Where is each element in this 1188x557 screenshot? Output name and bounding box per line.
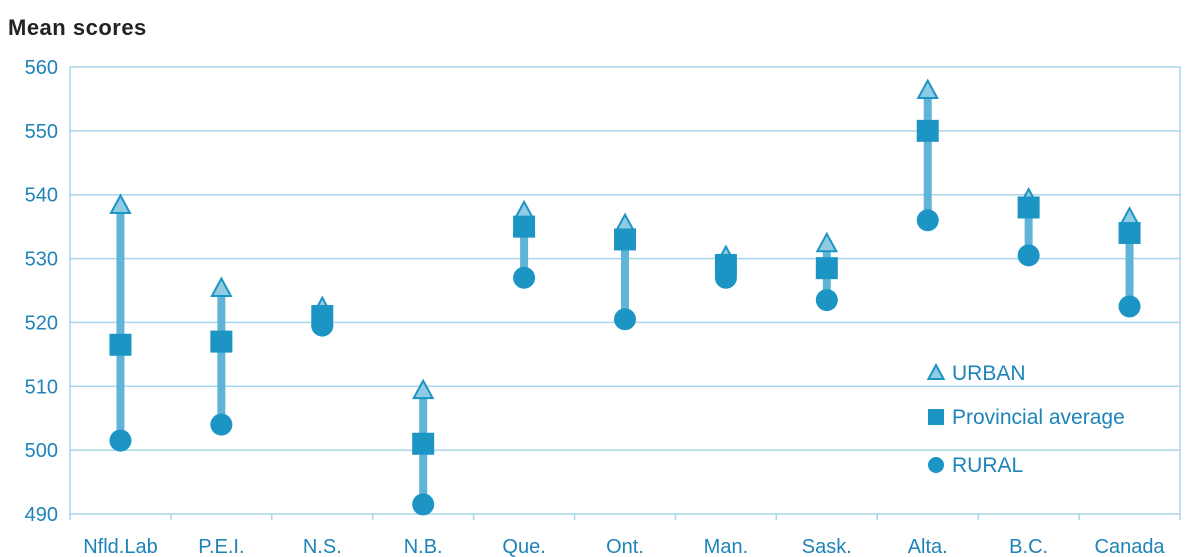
legend-average-marker <box>928 409 944 425</box>
range-bars <box>116 92 1134 505</box>
y-tick-labels: 490 500 510 520 530 540 550 560 <box>25 57 58 526</box>
rural-point <box>210 413 233 436</box>
average-point <box>1118 222 1141 245</box>
rural-point <box>513 266 536 289</box>
average-point <box>714 253 737 276</box>
average-point <box>513 215 536 238</box>
rural-point <box>916 209 939 232</box>
average-point <box>210 330 233 353</box>
average-point <box>815 257 838 280</box>
y-tick-label: 500 <box>25 440 58 462</box>
range-bar <box>116 207 125 441</box>
rural-point <box>1017 244 1040 267</box>
grid <box>69 66 1181 520</box>
average-point <box>916 119 939 142</box>
range-bar <box>1024 201 1033 256</box>
x-tick-label: Ont. <box>606 536 644 557</box>
x-tick-label: B.C. <box>1009 536 1048 557</box>
legend-urban-label: URBAN <box>952 362 1026 385</box>
urban-point <box>109 193 132 214</box>
range-bar <box>1125 220 1134 307</box>
y-tick-label: 560 <box>25 57 58 79</box>
average-point <box>311 305 334 328</box>
legend-average-label: Provincial average <box>952 406 1125 429</box>
range-bar <box>923 92 932 221</box>
y-tick-label: 510 <box>25 376 58 398</box>
x-tick-label: P.E.I. <box>198 536 244 557</box>
x-tick-label: Canada <box>1095 536 1166 557</box>
rural-point <box>815 289 838 312</box>
rural-point <box>614 308 636 331</box>
y-tick-label: 490 <box>25 504 58 526</box>
x-tick-label: N.B. <box>404 536 443 557</box>
urban-point <box>210 276 233 297</box>
urban-point <box>412 378 435 400</box>
urban-point <box>916 78 939 100</box>
legend: URBAN Provincial average RURAL <box>926 362 1125 477</box>
y-tick-label: 540 <box>25 185 58 207</box>
y-tick-label: 520 <box>25 312 58 334</box>
range-bar <box>217 290 226 425</box>
rural-point <box>109 429 132 452</box>
legend-rural-marker <box>928 457 944 473</box>
y-axis-title: Mean scores <box>8 15 147 40</box>
rural-point <box>1118 295 1141 318</box>
urban-point <box>815 231 838 253</box>
plot-frame <box>69 66 1181 515</box>
legend-rural-label: RURAL <box>952 454 1023 477</box>
average-point <box>1017 196 1040 219</box>
y-tick-label: 530 <box>25 249 58 271</box>
average-point <box>614 228 636 251</box>
x-tick-labels: Nfld.Lab P.E.I. N.S. N.B. Que. Ont. Man. Sask. A… <box>83 536 1165 557</box>
x-tick-label: Que. <box>502 536 545 557</box>
x-tick-label: Sask. <box>802 536 852 557</box>
y-tick-label: 550 <box>25 121 58 143</box>
x-tick-label: Alta. <box>908 536 948 557</box>
rural-point <box>412 493 435 516</box>
average-point <box>109 333 132 356</box>
x-tick-label: Man. <box>704 536 748 557</box>
legend-urban-marker <box>926 362 946 380</box>
average-point <box>412 432 435 455</box>
markers <box>109 78 1141 516</box>
x-tick-label: N.S. <box>303 536 342 557</box>
range-bar <box>520 213 529 278</box>
range-bar <box>621 226 629 320</box>
x-tick-label: Nfld.Lab <box>83 536 158 557</box>
